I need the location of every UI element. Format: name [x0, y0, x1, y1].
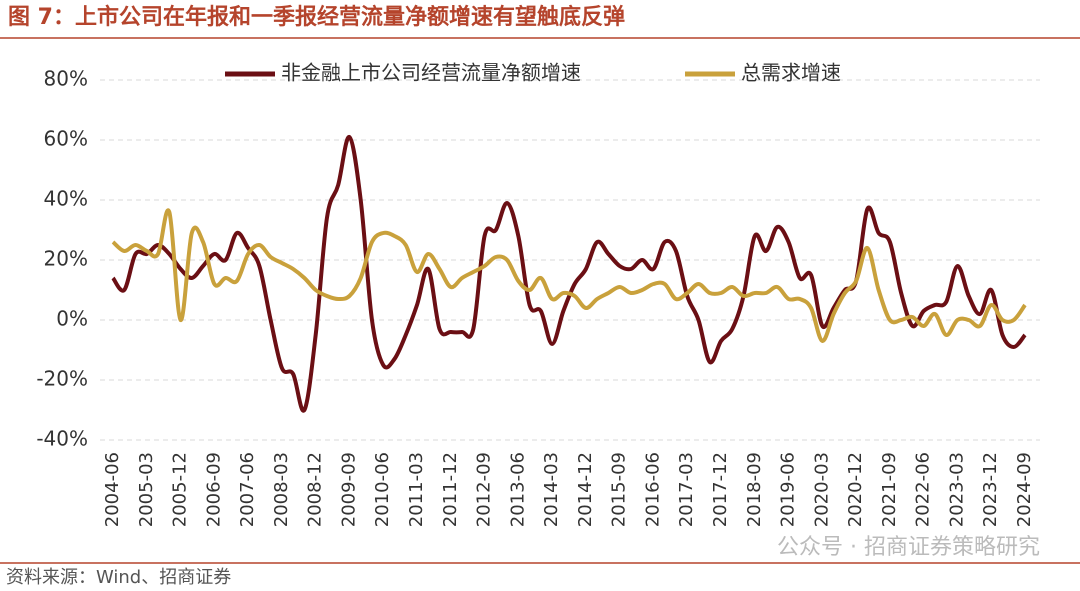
y-tick-label: 20% [44, 247, 88, 271]
series-line [111, 134, 1027, 413]
x-tick-label: 2020-03 [811, 452, 832, 527]
x-tick-label: 2006-09 [203, 452, 224, 527]
x-tick-label: 2014-12 [575, 452, 596, 527]
x-tick-label: 2007-06 [237, 452, 258, 527]
x-tick-label: 2011-12 [440, 452, 461, 527]
chart-title: 图 7：上市公司在年报和一季报经营流量净额增速有望触底反弹 [8, 4, 625, 30]
x-tick-label: 2014-03 [541, 452, 562, 527]
x-tick-label: 2019-06 [778, 452, 799, 527]
x-tick-label: 2008-12 [305, 452, 326, 527]
x-tick-label: 2015-09 [609, 452, 630, 527]
x-tick-label: 2016-06 [642, 452, 663, 527]
series-line [111, 208, 1027, 343]
x-tick-label: 2022-06 [913, 452, 934, 527]
y-tick-label: 60% [44, 127, 88, 151]
y-tick-label: 80% [44, 67, 88, 91]
x-tick-label: 2008-03 [271, 452, 292, 527]
y-tick-label: -20% [36, 367, 88, 391]
x-tick-label: 2018-09 [744, 452, 765, 527]
watermark: 公众号 · 招商证券策略研究 [777, 535, 1040, 560]
x-tick-label: 2021-09 [879, 452, 900, 527]
x-tick-label: 2011-03 [406, 452, 427, 527]
x-tick-label: 2004-06 [102, 452, 123, 527]
x-tick-label: 2013-06 [507, 452, 528, 527]
x-tick-label: 2023-12 [980, 452, 1001, 527]
y-tick-label: 40% [44, 187, 88, 211]
x-tick-label: 2023-03 [946, 452, 967, 527]
x-tick-label: 2005-03 [136, 452, 157, 527]
x-tick-label: 2012-09 [474, 452, 495, 527]
source: 资料来源：Wind、招商证券 [6, 567, 231, 588]
x-tick-label: 2010-06 [372, 452, 393, 527]
legend-label: 非金融上市公司经营流量净额增速 [281, 61, 581, 85]
x-tick-label: 2005-12 [170, 452, 191, 527]
x-tick-label: 2017-12 [710, 452, 731, 527]
y-tick-label: 0% [56, 307, 88, 331]
x-tick-label: 2024-09 [1014, 452, 1035, 527]
x-tick-label: 2020-12 [845, 452, 866, 527]
legend-label: 总需求增速 [741, 61, 841, 85]
x-tick-label: 2017-03 [676, 452, 697, 527]
x-tick-label: 2009-09 [338, 452, 359, 527]
y-tick-label: -40% [36, 427, 88, 451]
